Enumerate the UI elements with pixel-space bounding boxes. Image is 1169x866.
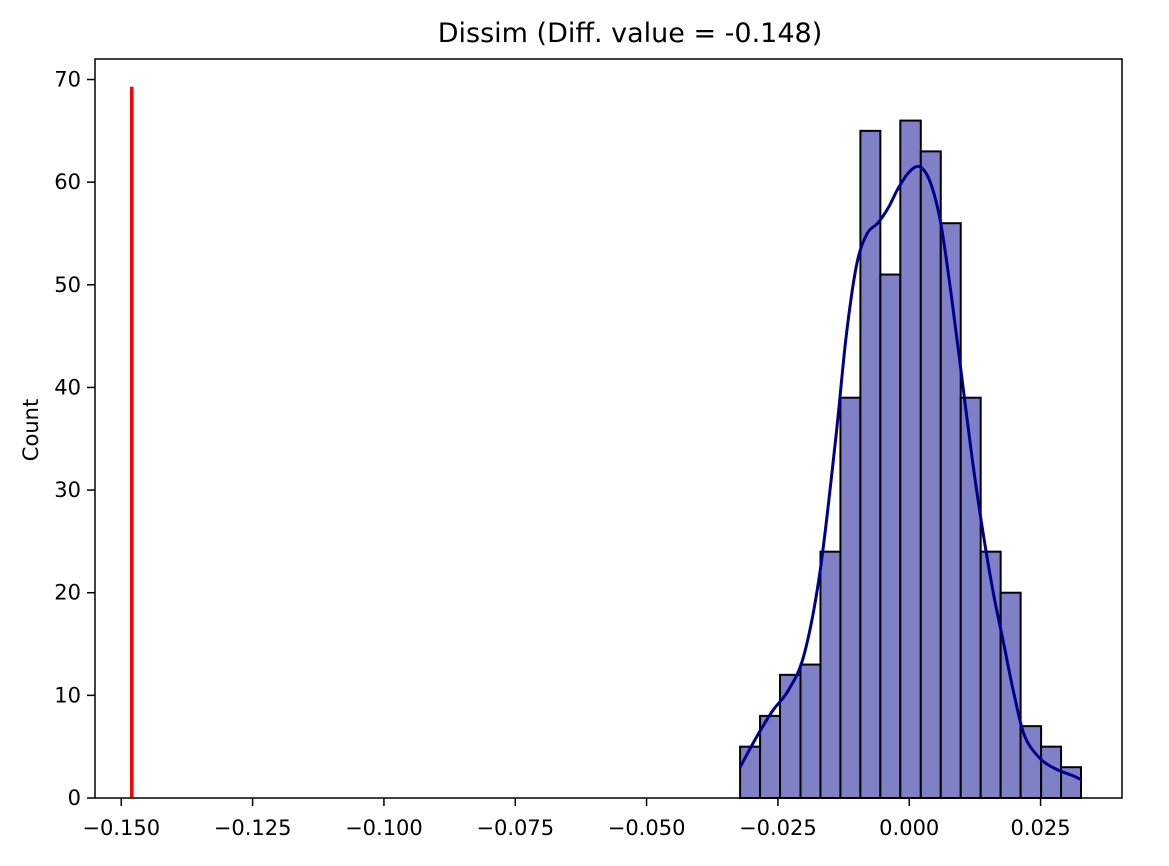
x-tick-label: −0.050: [608, 816, 686, 840]
x-tick-label: −0.100: [345, 816, 423, 840]
y-tick-label: 50: [54, 273, 81, 297]
histogram-bar: [819, 550, 842, 800]
histogram-bar: [739, 745, 762, 799]
histogram-bar: [899, 119, 922, 800]
x-tick-label: −0.075: [476, 816, 554, 840]
y-axis-label: Count: [19, 399, 43, 461]
kde-curve: [738, 164, 1082, 781]
x-tick-label: −0.150: [82, 816, 160, 840]
y-tick-label: 30: [54, 478, 81, 502]
histogram-bar: [879, 273, 902, 799]
chart-title: Dissim (Diff. value = -0.148): [438, 18, 823, 49]
kde-curve-group: [738, 164, 1082, 781]
histogram-bar: [999, 591, 1022, 799]
histogram-bars: [739, 119, 1083, 800]
y-tick-label: 0: [68, 786, 81, 810]
histogram-bar: [939, 222, 962, 799]
y-tick-label: 70: [54, 68, 81, 92]
x-tick-label: −0.125: [214, 816, 292, 840]
y-tick-label: 60: [54, 170, 81, 194]
histogram-bar: [839, 396, 862, 799]
x-tick-label: 0.000: [879, 816, 939, 840]
plot-frame: [94, 58, 1123, 799]
x-tick-label: 0.025: [1011, 816, 1071, 840]
y-tick-label: 20: [54, 581, 81, 605]
x-tick-label: −0.025: [739, 816, 817, 840]
histogram-bar: [979, 550, 1002, 800]
x-axis-ticks: −0.150 −0.125 −0.100 −0.075 −0.050 −0.025 0.00…: [82, 798, 1071, 840]
histogram-bar: [799, 663, 822, 800]
histogram-bar: [779, 673, 802, 799]
y-tick-label: 40: [54, 375, 81, 399]
y-axis-ticks: 0 10 20 30 40 50 60 70: [54, 68, 95, 810]
histogram-bar: [919, 150, 942, 799]
histogram-bar: [1040, 745, 1063, 799]
y-tick-label: 10: [54, 683, 81, 707]
